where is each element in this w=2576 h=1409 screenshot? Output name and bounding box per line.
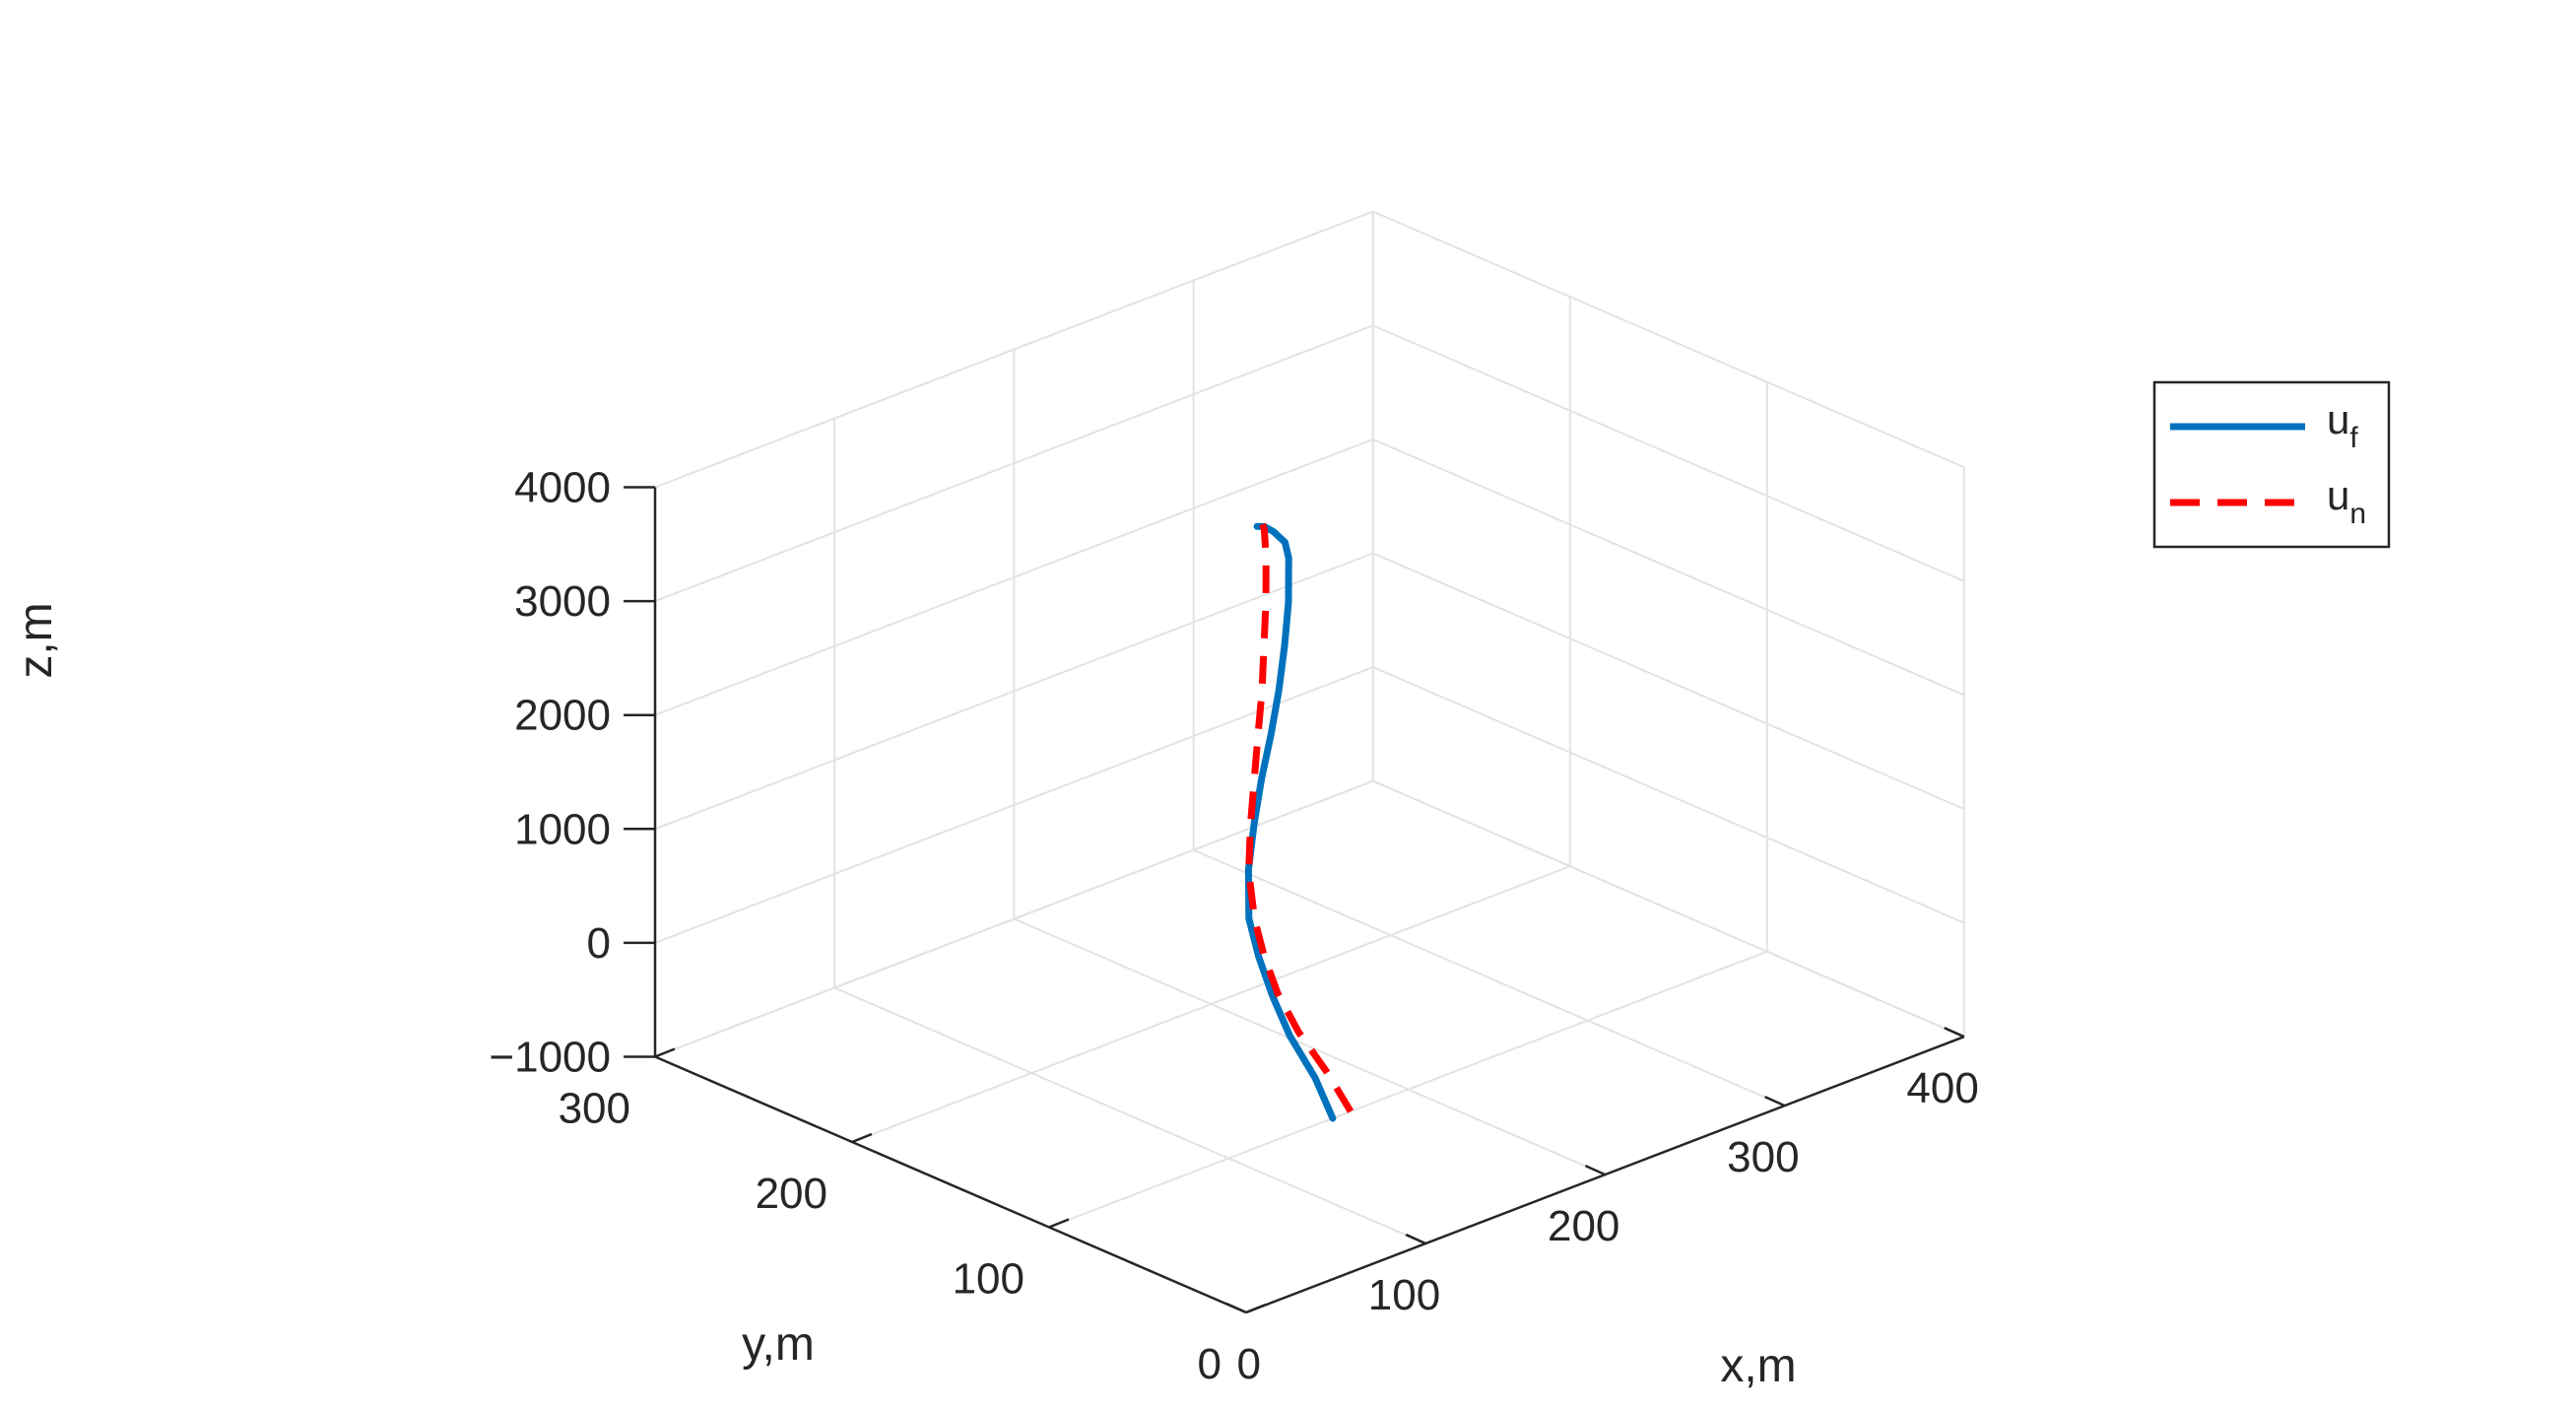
grid-line-floor-y bbox=[1048, 950, 1768, 1229]
y-axis-line bbox=[654, 1055, 1247, 1314]
grid-line-floor-y bbox=[851, 865, 1571, 1143]
grid-line-sidewall-z bbox=[1372, 437, 1965, 697]
grid-line-backwall-z bbox=[654, 666, 1374, 944]
data-series bbox=[1244, 522, 1354, 1122]
x-axis-tick bbox=[1764, 1096, 1786, 1107]
x-tick-label: 100 bbox=[1368, 1271, 1440, 1319]
y-tick-label: 200 bbox=[756, 1170, 827, 1218]
x-axis-tick bbox=[1584, 1164, 1606, 1176]
y-axis-tick bbox=[851, 1132, 873, 1144]
y-tick-label: 300 bbox=[559, 1085, 630, 1133]
legend-label-uf: uf bbox=[2327, 396, 2358, 454]
grid-line-floor-x bbox=[1193, 848, 1785, 1107]
x-axis-title: x,m bbox=[1720, 1340, 1796, 1392]
z-tick-label: −1000 bbox=[489, 1034, 611, 1082]
tick-labels: 01002003004000100200300−1000010002000300… bbox=[489, 464, 1978, 1389]
z-tick-label: 4000 bbox=[514, 464, 611, 512]
grid-line-sidewall-z bbox=[1372, 779, 1965, 1039]
legend-label-uf-main: u bbox=[2327, 396, 2349, 442]
z-tick-label: 3000 bbox=[514, 577, 611, 626]
legend-label-un: un bbox=[2327, 472, 2366, 530]
grid-line-backwall-z bbox=[654, 210, 1374, 489]
series-line-uf bbox=[1244, 522, 1337, 1122]
z-tick-label: 0 bbox=[587, 919, 611, 968]
x-axis-tick bbox=[1944, 1027, 1965, 1039]
z-tick-label: 2000 bbox=[514, 692, 611, 740]
legend: uf un bbox=[2152, 380, 2391, 549]
x-tick-label: 300 bbox=[1727, 1133, 1799, 1181]
x-tick-label: 0 bbox=[1237, 1340, 1261, 1388]
y-axis-tick bbox=[654, 1047, 676, 1058]
grid-line-sidewall-z bbox=[1372, 210, 1965, 469]
y-tick-label: 0 bbox=[1198, 1340, 1222, 1388]
legend-box bbox=[2152, 380, 2391, 549]
z-axis-title: z,m bbox=[10, 602, 62, 678]
x-axis-tick bbox=[1405, 1233, 1426, 1245]
legend-label-un-main: u bbox=[2327, 472, 2349, 518]
grid-line-sidewall-z bbox=[1372, 552, 1965, 810]
x-tick-label: 400 bbox=[1906, 1064, 1978, 1112]
grid-line-floor-x bbox=[833, 986, 1426, 1244]
legend-label-uf-subscript: f bbox=[2349, 422, 2358, 454]
grid-line-backwall-z bbox=[654, 324, 1374, 603]
series-line-un bbox=[1245, 522, 1354, 1113]
grid-line-backwall-z bbox=[654, 437, 1374, 716]
x-axis-tick bbox=[1225, 1302, 1247, 1314]
grid-line-backwall-z bbox=[654, 552, 1374, 831]
x-tick-label: 200 bbox=[1548, 1202, 1619, 1250]
grid-line-floor-x bbox=[1014, 917, 1606, 1176]
grid-line-sidewall-z bbox=[1372, 666, 1965, 924]
y-axis-tick bbox=[1245, 1303, 1267, 1314]
legend-label-un-subscript: n bbox=[2349, 498, 2366, 530]
y-axis-tick bbox=[1048, 1218, 1070, 1229]
y-axis-title: y,m bbox=[742, 1318, 815, 1371]
axes bbox=[624, 486, 1965, 1314]
z-tick-label: 1000 bbox=[514, 805, 611, 853]
grid-line-sidewall-z bbox=[1372, 324, 1965, 582]
y-tick-label: 100 bbox=[953, 1255, 1024, 1304]
